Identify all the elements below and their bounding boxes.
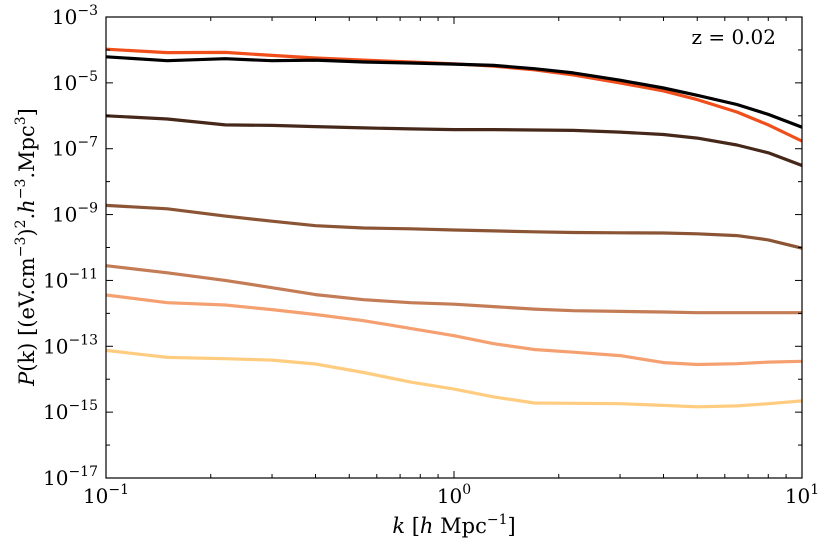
series-layer (106, 47, 802, 409)
y-tick-label: 10−5 (52, 69, 98, 95)
x-tick-label: 10−1 (83, 482, 129, 508)
plot-frame (105, 16, 803, 479)
y-axis-label: P(k) [(eV.cm−3)2.h−3.Mpc3] (13, 108, 39, 387)
series-line-3 (106, 264, 802, 315)
series-line-5 (106, 114, 802, 168)
x-tick-label: 101 (785, 482, 819, 508)
tick-labels-layer: 10−1 100 101 10−3 10−5 10−7 10−9 10−11 10−13 10−1… (43, 3, 819, 508)
x-tick-label: 100 (437, 482, 471, 508)
y-tick-label: 10−9 (52, 201, 98, 227)
series-line-4 (106, 203, 802, 250)
y-tick-label: 10−15 (43, 398, 98, 424)
series-line-2 (106, 293, 802, 367)
redshift-annotation: z = 0.02 (691, 25, 776, 49)
y-tick-label: 10−17 (43, 464, 98, 490)
series-line-1 (106, 348, 802, 409)
x-axis-label: k [h Mpc−1] (392, 512, 515, 538)
series-line-7 (106, 55, 802, 129)
y-tick-label: 10−11 (43, 266, 98, 292)
y-tick-label: 10−3 (52, 3, 98, 29)
ticks-layer (105, 16, 803, 479)
y-tick-label: 10−7 (52, 135, 98, 161)
y-tick-label: 10−13 (43, 332, 98, 358)
